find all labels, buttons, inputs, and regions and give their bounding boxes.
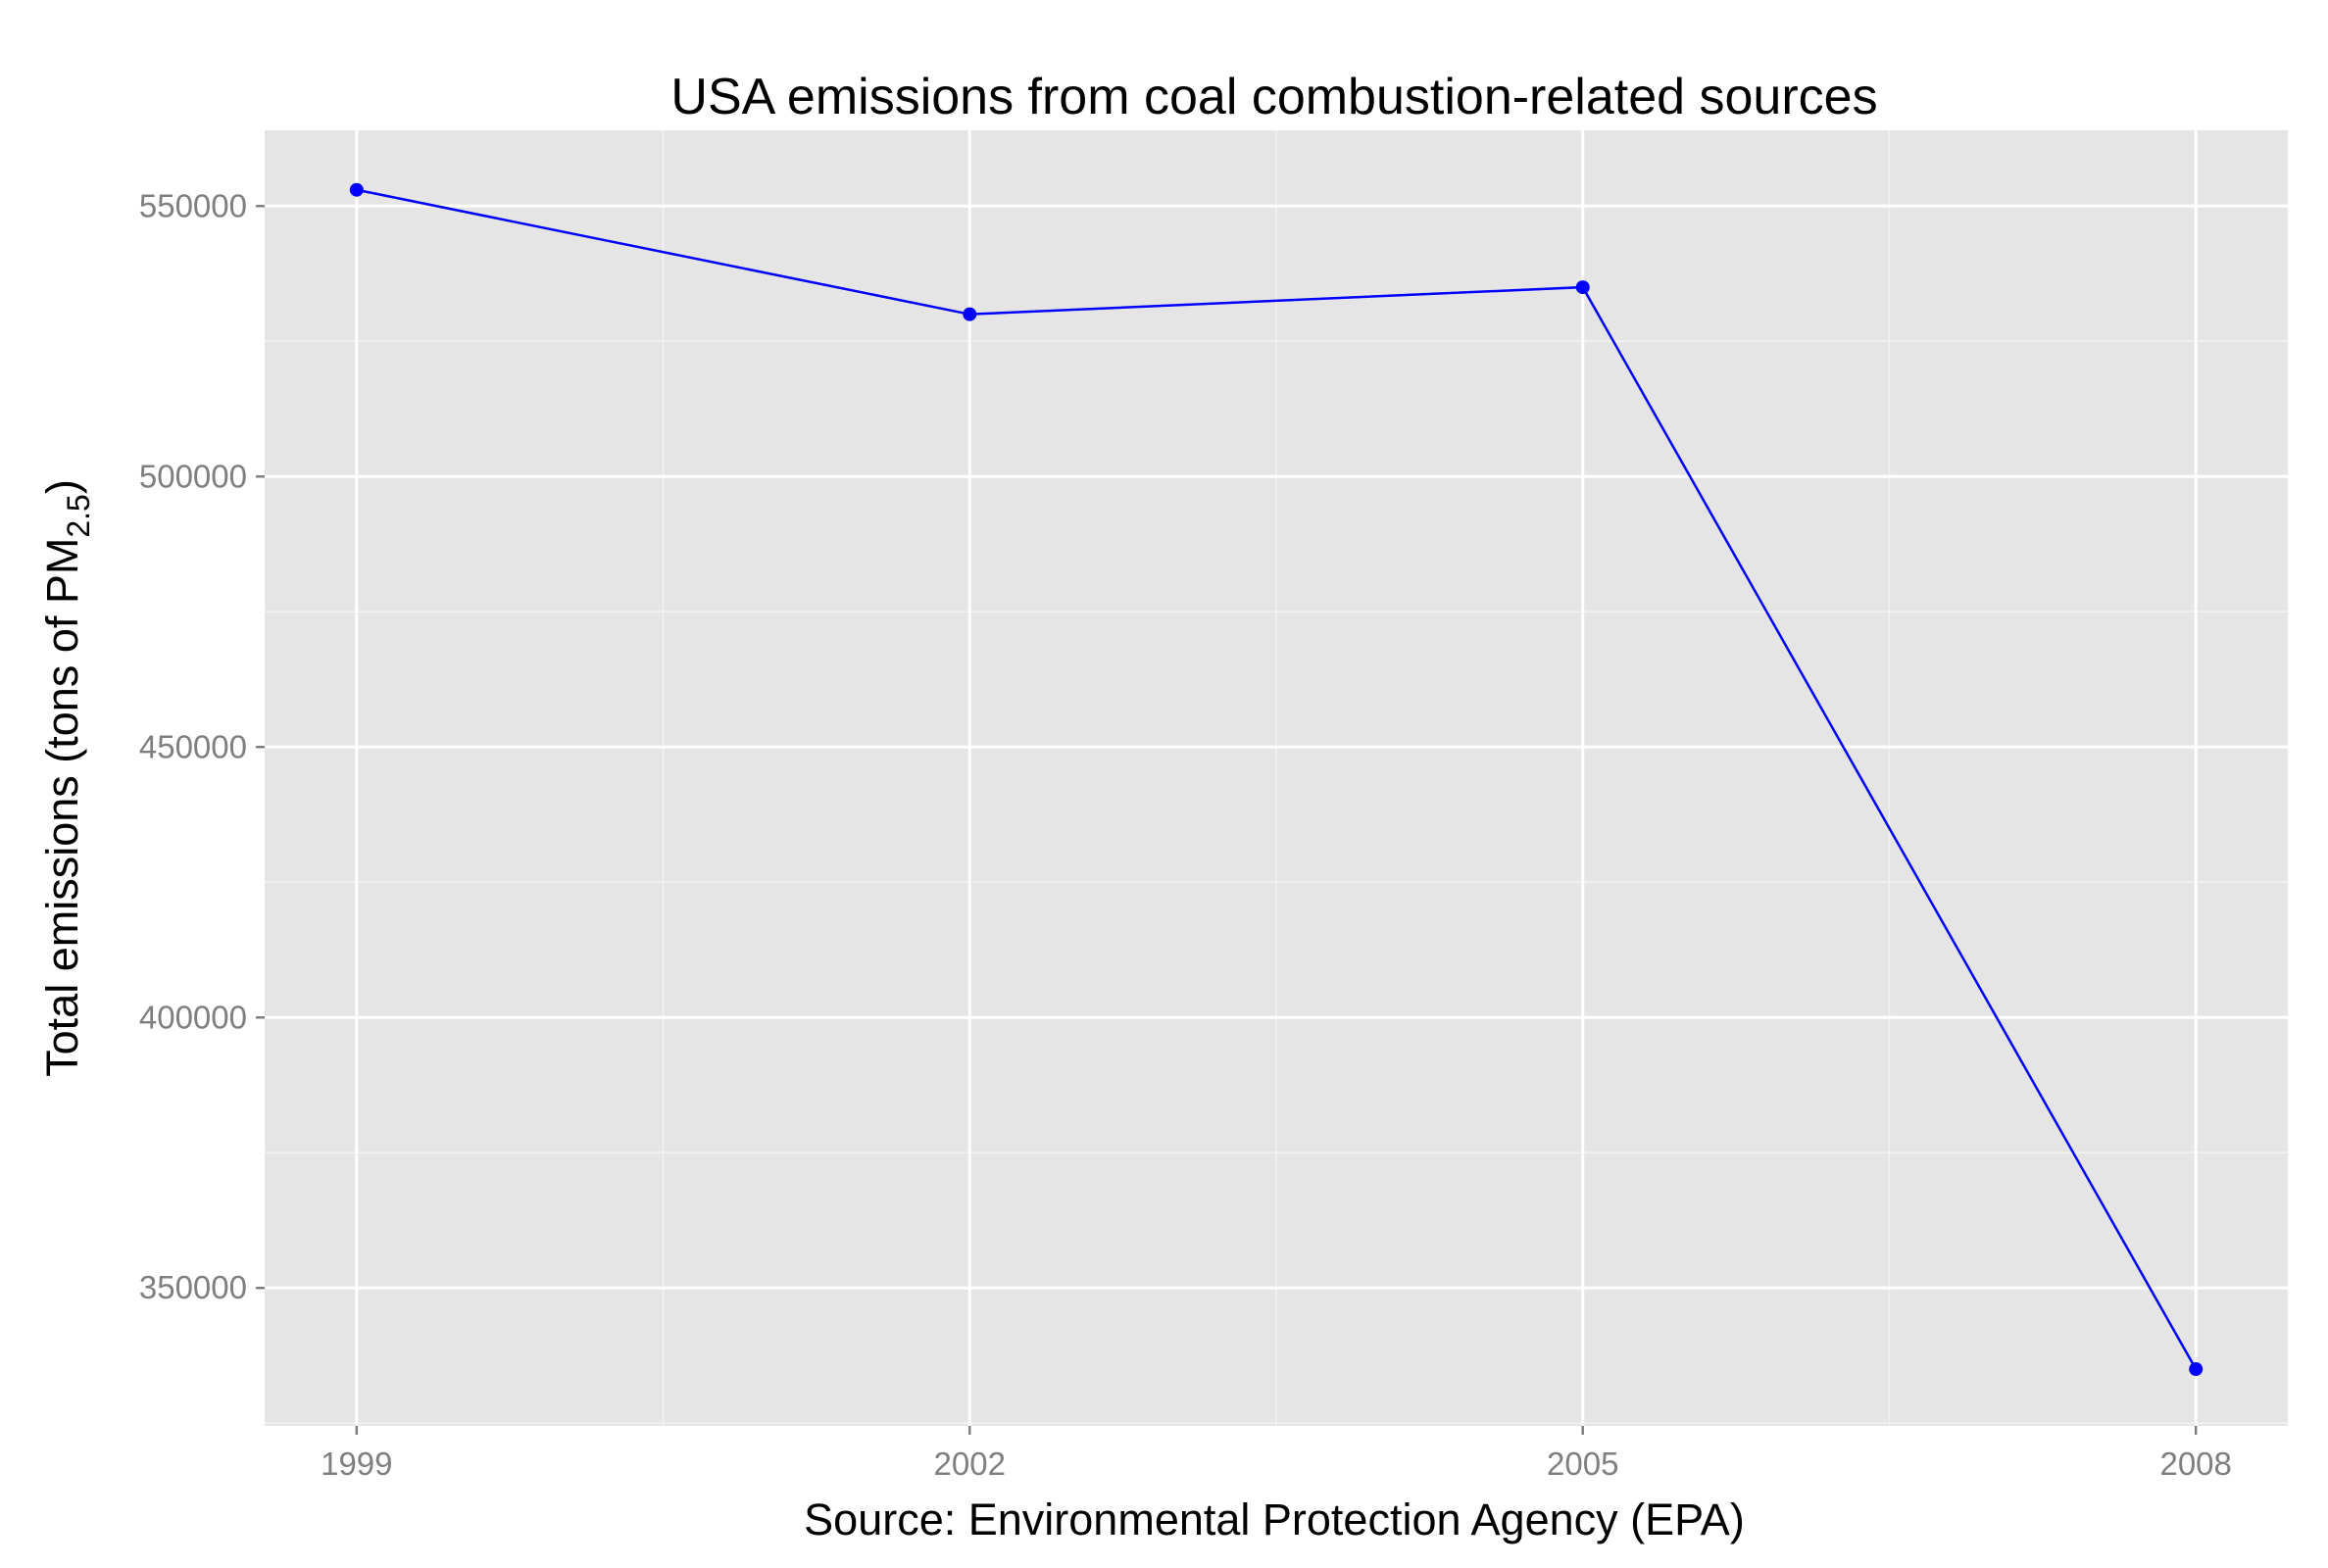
- y-tick-label: 400000: [139, 999, 247, 1035]
- minor-gridlines: [265, 130, 2288, 1426]
- x-tick-label: 1999: [321, 1446, 392, 1482]
- series-lines: [356, 188, 2198, 1370]
- y-axis-title-main: Total emissions (tons of PM: [37, 538, 87, 1077]
- x-tick-label: 2005: [1547, 1446, 1618, 1482]
- x-axis: 1999 2002 2005 2008: [321, 1426, 2232, 1482]
- data-point: [1575, 280, 1590, 295]
- data-point: [349, 182, 364, 197]
- y-tick-label: 350000: [139, 1269, 247, 1305]
- y-tick-label: 450000: [139, 728, 247, 764]
- y-tick-label: 500000: [139, 458, 247, 494]
- data-point: [2189, 1362, 2204, 1377]
- y-axis-title-close: ): [37, 479, 87, 494]
- series-line: [356, 188, 2198, 1370]
- chart-title: USA emissions from coal combustion-relat…: [670, 69, 1877, 125]
- data-point: [963, 307, 977, 321]
- y-tick-label: 550000: [139, 187, 247, 223]
- major-gridlines: [265, 130, 2288, 1426]
- x-tick-label: 2002: [934, 1446, 1006, 1482]
- x-axis-title: Source: Environmental Protection Agency …: [804, 1494, 1745, 1544]
- x-tick-label: 2008: [2159, 1446, 2231, 1482]
- y-axis: 350000 400000 450000 500000 550000: [139, 187, 265, 1305]
- y-axis-title: Total emissions (tons of PM2.5): [37, 479, 96, 1077]
- series-points: [349, 182, 2204, 1377]
- y-axis-title-subscript: 2.5: [61, 494, 96, 537]
